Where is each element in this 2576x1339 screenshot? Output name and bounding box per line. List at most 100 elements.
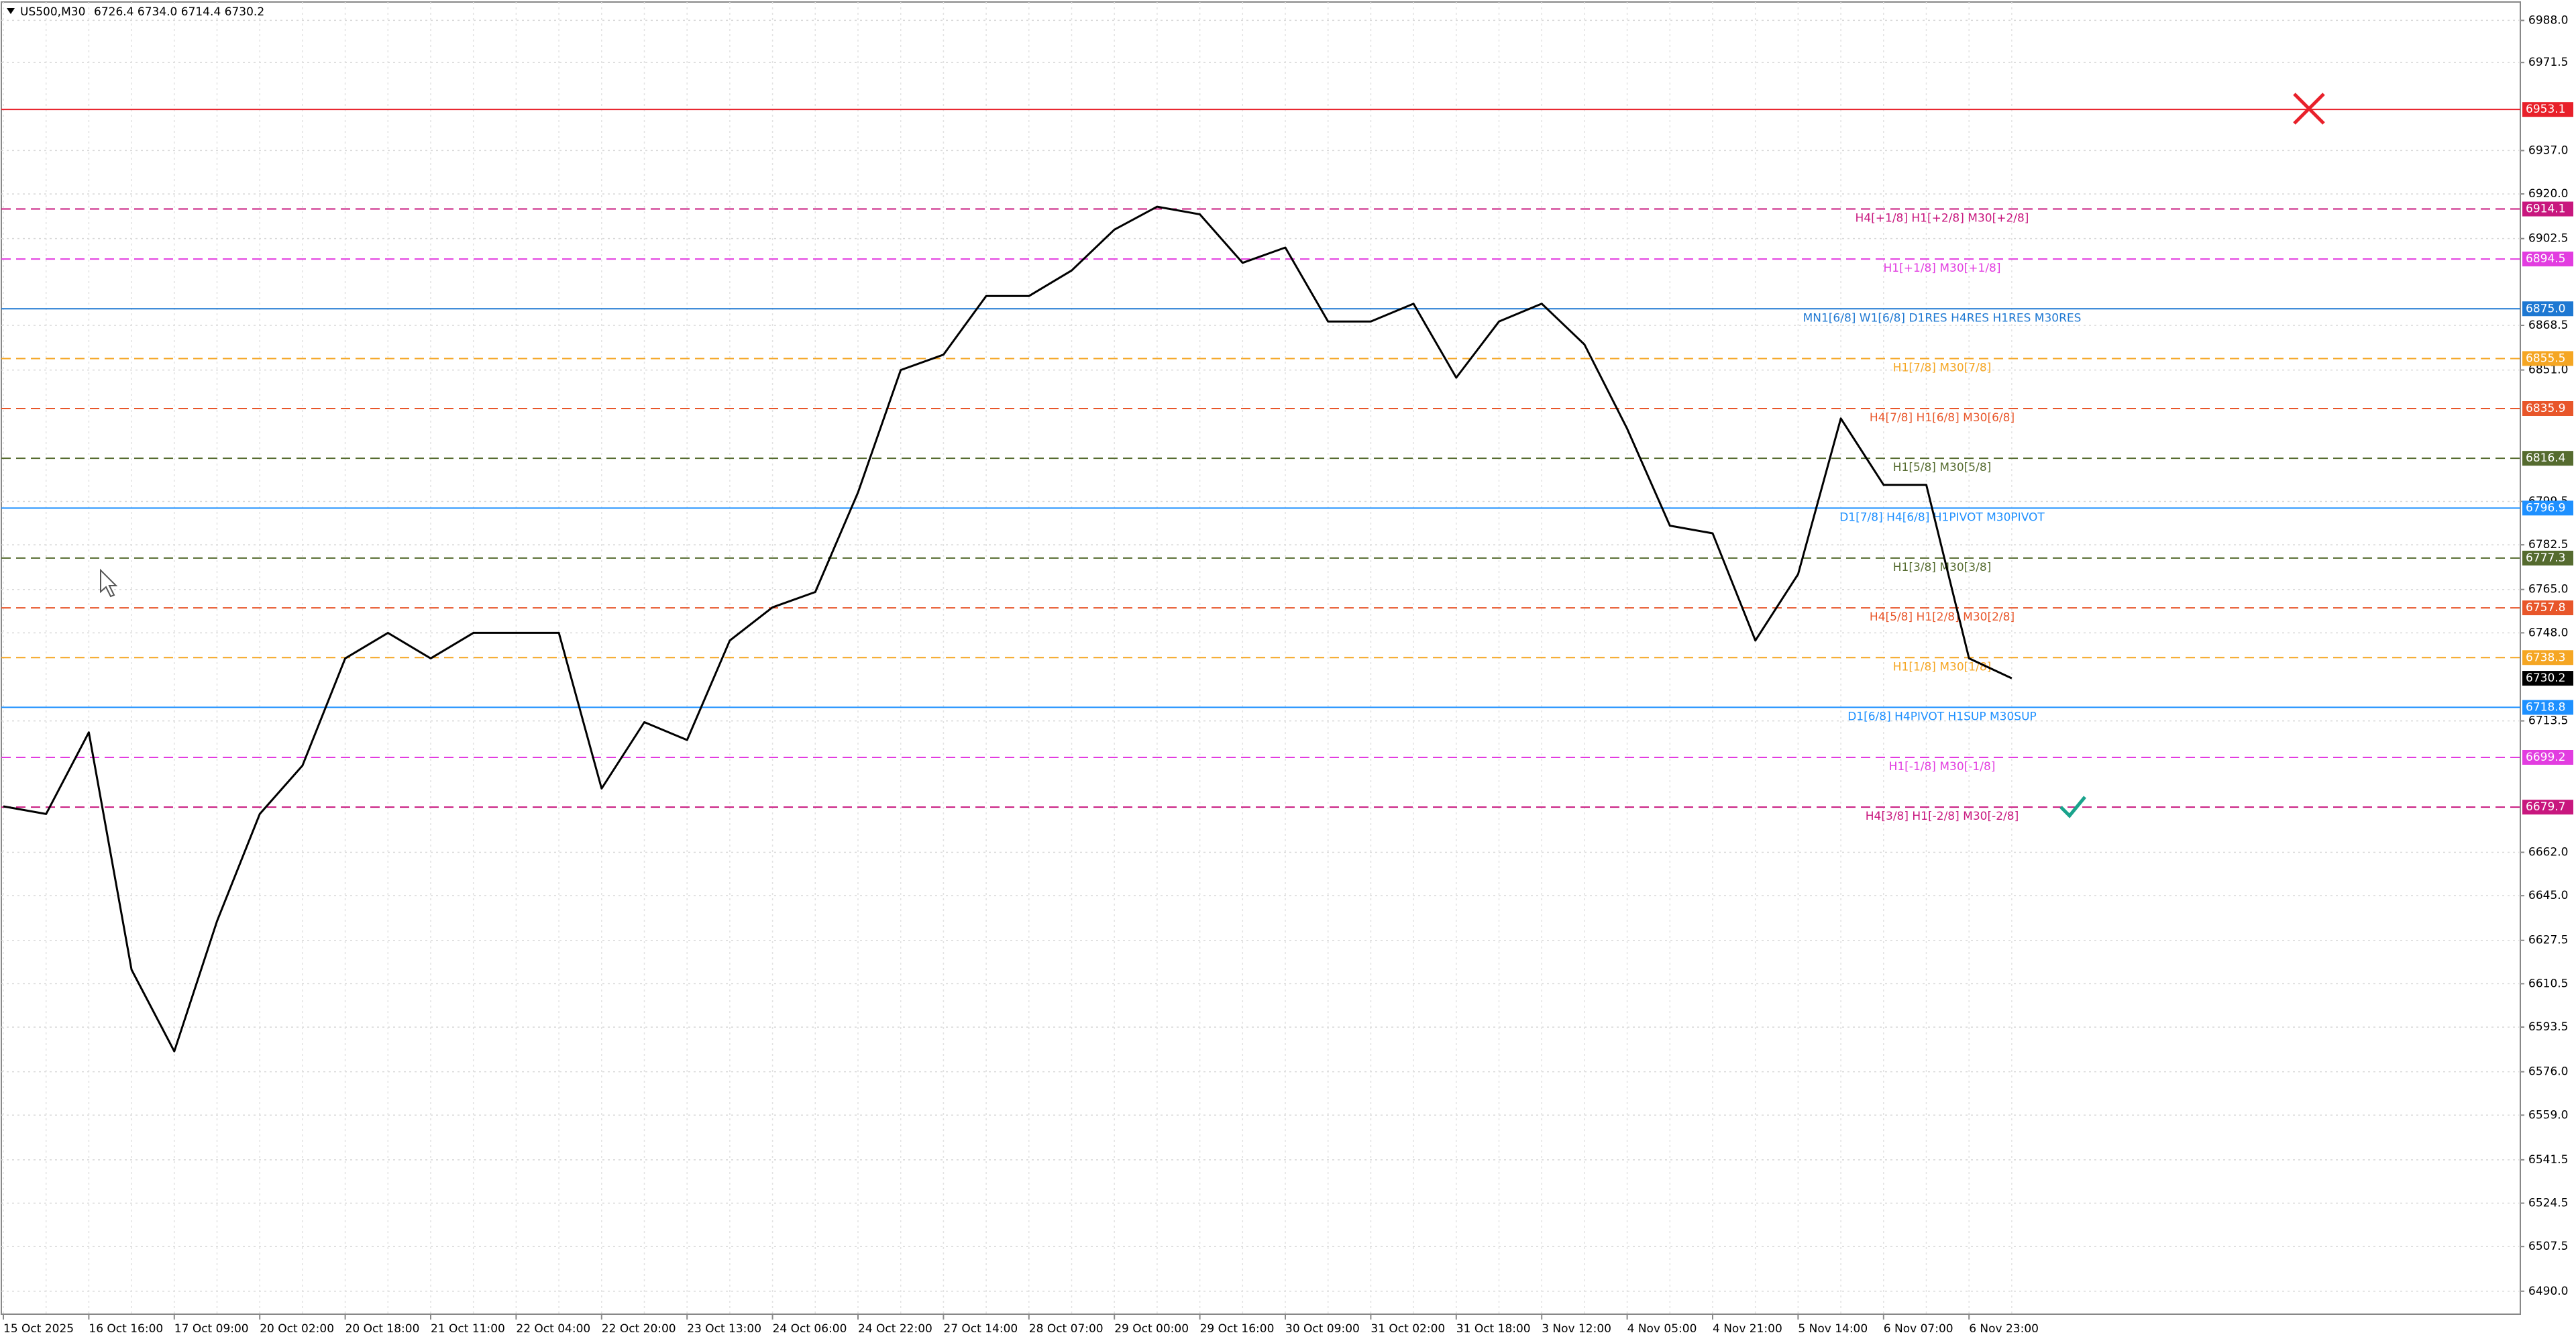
level-price-tag: 6757.8 [2526,601,2565,614]
level-price-tag: 6875.0 [2526,302,2565,315]
last-price-tag: 6730.2 [2526,672,2565,685]
x-tick-label: 22 Oct 20:00 [602,1322,676,1336]
y-tick-label: 6851.0 [2528,364,2568,377]
y-tick-label: 6713.5 [2528,714,2568,728]
level-price-tag: 6816.4 [2526,451,2565,465]
price-line [3,205,2012,1053]
x-tick-label: 31 Oct 02:00 [1371,1322,1445,1336]
level-price-tag-box [2522,700,2573,715]
x-tick-label: 27 Oct 14:00 [943,1322,1018,1336]
level-price-tag-box [2522,252,2573,267]
level-price-tag-box [2522,351,2573,366]
x-tick-label: 3 Nov 12:00 [1542,1322,1611,1336]
level-price-tag: 6699.2 [2526,751,2565,764]
y-tick-label: 6782.5 [2528,538,2568,551]
y-tick-label: 6902.5 [2528,232,2568,246]
level-price-tag-box [2522,500,2573,516]
x-tick-label: 16 Oct 16:00 [89,1322,163,1336]
y-tick-label: 6507.5 [2528,1240,2568,1253]
level-price-tag-box [2522,650,2573,665]
x-tick-label: 4 Nov 05:00 [1627,1322,1697,1336]
level-price-tag: 6835.9 [2526,402,2565,415]
cursor [100,568,118,598]
x-tick-label: 29 Oct 00:00 [1114,1322,1189,1336]
level-price-tag-box [2522,401,2573,417]
x-tick-label: 28 Oct 07:00 [1029,1322,1104,1336]
y-tick-label: 6559.0 [2528,1108,2568,1122]
x-tick-label: 23 Oct 13:00 [687,1322,761,1336]
y-tick-label: 6610.5 [2528,977,2568,990]
x-tick-label: 20 Oct 02:00 [260,1322,334,1336]
level-label: H1[-1/8] M30[-1/8] [1889,760,1996,773]
level-price-tag-box [2522,550,2573,566]
y-tick-label: 6662.0 [2528,845,2568,859]
x-tick-label: 6 Nov 23:00 [1969,1322,2039,1336]
y-tick-label: 6920.0 [2528,187,2568,201]
x-tick-label: 17 Oct 09:00 [174,1322,249,1336]
level-price-tag: 6796.9 [2526,501,2565,515]
level-price-tag-box [2522,301,2573,317]
level-price-tag-box [2522,749,2573,765]
target-check [2059,796,2086,818]
menu-arrow[interactable] [7,8,15,14]
x-tick-label: 5 Nov 14:00 [1798,1322,1868,1336]
level-label: H4[+1/8] H1[+2/8] M30[+2/8] [1856,212,2029,225]
y-tick-label: 6645.0 [2528,889,2568,902]
y-tick-label: 6988.0 [2528,13,2568,27]
level-label: D1[6/8] H4PIVOT H1SUP M30SUP [1847,710,2037,723]
level-price-tag: 6953.1 [2526,103,2565,116]
x-tick-label: 4 Nov 21:00 [1713,1322,1782,1336]
y-tick-label: 6490.0 [2528,1285,2568,1298]
y-tick-label: 6524.5 [2528,1197,2568,1210]
price [3,205,2012,1053]
x-tick-label: 29 Oct 16:00 [1200,1322,1275,1336]
x-tick-label: 6 Nov 07:00 [1884,1322,1953,1336]
level-price-tag: 6718.8 [2526,700,2565,714]
y-tick-label: 6627.5 [2528,934,2568,947]
y-tick-label: 6868.5 [2528,319,2568,332]
level-label: H1[1/8] M30[1/8] [1893,660,1992,674]
close-marker [2293,93,2325,125]
level-label: H4[5/8] H1[2/8] M30[2/8] [1870,610,2015,624]
level-label: H4[3/8] H1[-2/8] M30[-2/8] [1866,810,2019,823]
level-price-tag: 6738.3 [2526,651,2565,664]
x-tick-label: 31 Oct 18:00 [1456,1322,1531,1336]
x-tick-label: 20 Oct 18:00 [345,1322,420,1336]
level-label: H1[5/8] M30[5/8] [1893,461,1992,474]
x-tick-label: 24 Oct 06:00 [773,1322,847,1336]
y-tick-label: 6593.5 [2528,1020,2568,1034]
level-label: D1[7/8] H4[6/8] H1PIVOT M30PIVOT [1839,511,2045,524]
level-label: H1[3/8] M30[3/8] [1893,561,1992,574]
y-tick-label: 6937.0 [2528,144,2568,157]
y-tick-label: 6576.0 [2528,1065,2568,1079]
chart-title: US500,M30 [20,5,85,19]
level-label: H4[7/8] H1[6/8] M30[6/8] [1870,411,2015,425]
x-tick-label: 21 Oct 11:00 [431,1322,505,1336]
level-price-tag: 6679.7 [2526,800,2565,814]
level-price-tag: 6855.5 [2526,352,2565,365]
level-price-tag: 6914.1 [2526,203,2565,216]
y-tick-label: 6765.0 [2528,583,2568,596]
y-tick-label: 6748.0 [2528,626,2568,639]
y-tick-label: 6541.5 [2528,1153,2568,1167]
x-tick-label: 30 Oct 09:00 [1285,1322,1360,1336]
ohlc-text: 6726.4 6734.0 6714.4 6730.2 [94,5,264,19]
level-price-tag-box [2522,451,2573,466]
level-price-tag-box [2522,201,2573,217]
x-tick-label: 15 Oct 2025 [3,1322,74,1336]
level-label: H1[+1/8] M30[+1/8] [1883,262,2000,275]
level-price-tag-box [2522,800,2573,815]
y-tick-label: 6971.5 [2528,56,2568,69]
x-tick-label: 24 Oct 22:00 [858,1322,932,1336]
axis: 6988.0 6971.5 6937.0 6920.0 6902.5 6868.5 6851… [3,13,2573,1336]
level-label: H1[7/8] M30[7/8] [1893,361,1992,374]
level-label: MN1[6/8] W1[6/8] D1RES H4RES H1RES M30RE… [1803,311,2082,325]
last-price-tag-box [2522,671,2573,686]
level-price-tag: 6777.3 [2526,551,2565,565]
x-tick-label: 22 Oct 04:00 [516,1322,590,1336]
level-price-tag-box [2522,102,2573,117]
level-price-tag-box [2522,600,2573,616]
levels: H4[+1/8] H1[+2/8] M30[+2/8] H1[+1/8] M30[… [1,109,2520,823]
